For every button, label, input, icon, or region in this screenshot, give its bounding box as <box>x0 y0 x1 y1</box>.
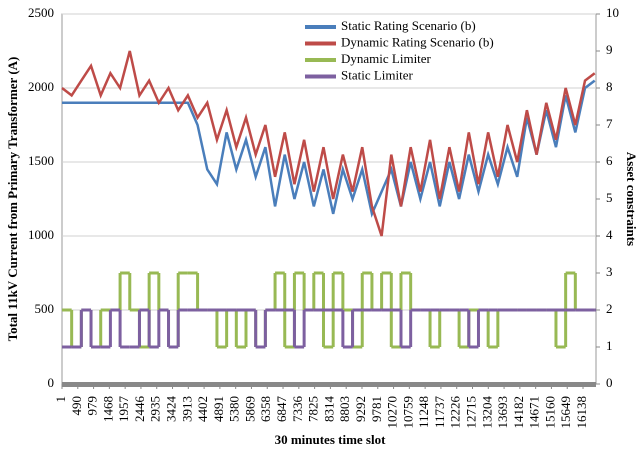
y2-tick-label: 1 <box>606 338 613 353</box>
x-tick-label: 11737 <box>432 396 447 429</box>
y2-tick-label: 2 <box>606 301 613 316</box>
y-tick-label: 1000 <box>28 227 54 242</box>
x-tick-label: 6358 <box>258 396 273 422</box>
y2-tick-label: 6 <box>606 153 613 168</box>
y2-tick-label: 8 <box>606 79 613 94</box>
y-tick-label: 500 <box>35 301 55 316</box>
x-tick-label: 4402 <box>195 396 210 422</box>
y2-axis-title: Asset constraints <box>624 152 639 246</box>
y2-tick-label: 3 <box>606 264 613 279</box>
legend: Static Rating Scenario (b)Dynamic Rating… <box>305 18 494 82</box>
x-tick-label: 2446 <box>132 396 147 423</box>
y2-tick-label: 0 <box>606 375 613 390</box>
x-tick-label: 14182 <box>511 396 526 429</box>
x-tick-label: 7336 <box>290 396 305 423</box>
x-tick-label: 1 <box>53 396 68 403</box>
y-tick-label: 1500 <box>28 153 54 168</box>
x-tick-label: 11248 <box>416 396 431 428</box>
y2-tick-label: 4 <box>606 227 613 242</box>
x-tick-label: 10270 <box>385 396 400 429</box>
x-tick-label: 7825 <box>306 396 321 422</box>
x-tick-label: 3424 <box>164 396 179 423</box>
y-tick-label: 0 <box>48 375 55 390</box>
x-tick-label: 3913 <box>179 396 194 422</box>
legend-label: Dynamic Rating Scenario (b) <box>341 34 494 49</box>
x-tick-label: 15160 <box>542 396 557 429</box>
y-tick-label: 2500 <box>28 5 54 20</box>
x-tick-label: 5869 <box>242 396 257 422</box>
y2-tick-label: 9 <box>606 42 613 57</box>
x-tick-label: 12715 <box>463 396 478 429</box>
x-axis-band <box>62 382 596 387</box>
x-tick-label: 10759 <box>400 396 415 429</box>
x-tick-label: 12226 <box>448 396 463 429</box>
x-tick-label: 9292 <box>353 396 368 422</box>
legend-label: Dynamic Limiter <box>341 51 432 66</box>
x-tick-label: 1957 <box>116 396 131 423</box>
x-tick-label: 9781 <box>369 396 384 422</box>
x-tick-label: 979 <box>85 396 100 416</box>
y-tick-label: 2000 <box>28 79 54 94</box>
y2-tick-label: 5 <box>606 190 613 205</box>
series-line <box>61 50 596 237</box>
x-tick-label: 8803 <box>337 396 352 422</box>
x-tick-label: 6847 <box>274 396 289 423</box>
y-axis-title: Total 11kV Current from Primary Transfor… <box>5 57 20 342</box>
x-tick-label: 8314 <box>321 396 336 423</box>
x-tick-label: 13204 <box>479 396 494 429</box>
x-tick-label: 2935 <box>148 396 163 422</box>
x-tick-label: 13693 <box>495 396 510 429</box>
x-tick-label: 4891 <box>211 396 226 422</box>
x-tick-label: 1468 <box>100 396 115 422</box>
x-tick-label: 5380 <box>227 396 242 422</box>
y2-tick-label: 7 <box>606 116 613 131</box>
step-series <box>62 308 596 349</box>
x-tick-label: 16138 <box>574 396 589 429</box>
series-line <box>62 79 596 218</box>
legend-label: Static Rating Scenario (b) <box>341 18 476 33</box>
y2-tick-label: 10 <box>606 5 619 20</box>
x-tick-label: 490 <box>69 396 84 416</box>
x-tick-label: 14671 <box>527 396 542 429</box>
x-tick-label: 15649 <box>558 396 573 429</box>
legend-label: Static Limiter <box>341 67 414 82</box>
x-axis-title: 30 minutes time slot <box>275 432 387 447</box>
